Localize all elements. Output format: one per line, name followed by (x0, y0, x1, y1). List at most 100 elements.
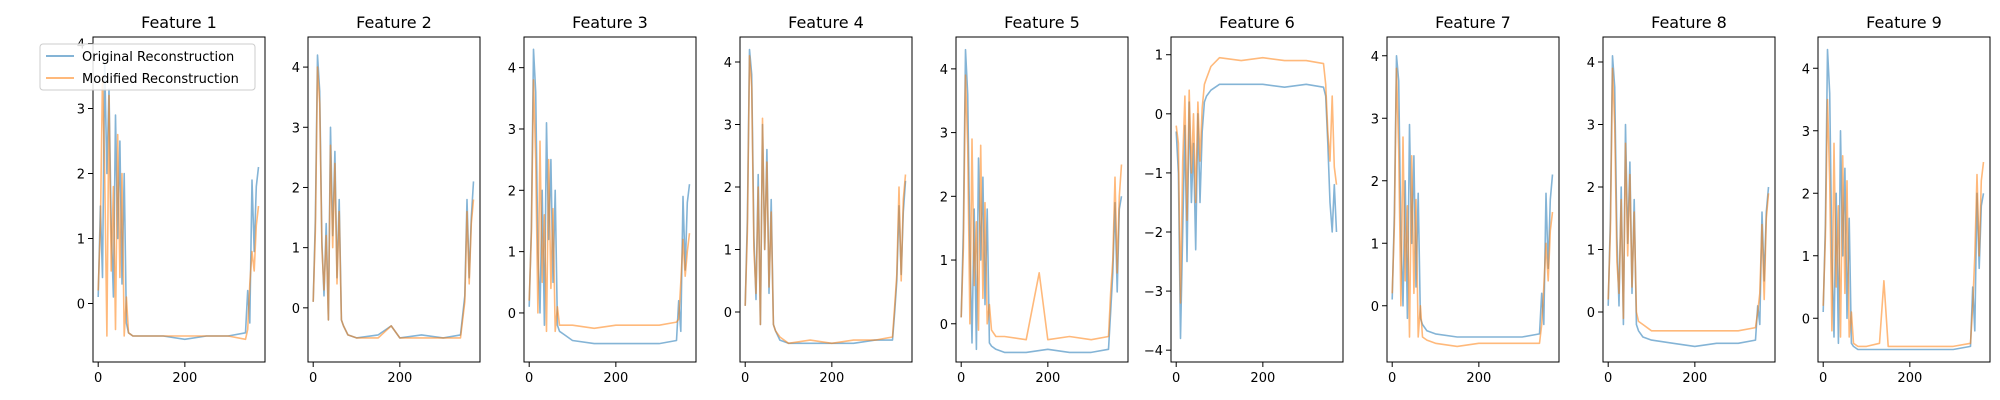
y-tick-label: 1 (724, 244, 732, 259)
y-tick-label: 3 (292, 121, 300, 136)
y-tick-label: 2 (1371, 175, 1379, 190)
y-tick-label: 2 (292, 181, 300, 196)
y-tick-label: 2 (1802, 187, 1810, 202)
panel-title: Feature 9 (1866, 13, 1942, 32)
x-tick-label: 200 (1250, 371, 1275, 386)
y-tick-label: 4 (940, 63, 948, 78)
series-line-modified (1175, 56, 1338, 304)
plot-frame (523, 36, 697, 363)
y-tick-label: 1 (508, 246, 516, 261)
panel-title: Feature 5 (1004, 13, 1080, 32)
y-tick-label: 3 (724, 119, 732, 134)
series-line-original (744, 48, 907, 345)
x-tick-label: 0 (309, 371, 317, 386)
plot-frame (739, 36, 913, 363)
x-tick-label: 200 (1897, 371, 1922, 386)
legend-label-modified: Modified Reconstruction (82, 72, 239, 87)
series-line-modified (1391, 67, 1554, 348)
x-tick-label: 0 (1172, 371, 1180, 386)
plot-frame (307, 36, 481, 363)
panel-2: Feature 2 0 200 0 1 2 3 4 (292, 13, 481, 386)
series-line-original (1391, 54, 1554, 338)
y-tick-label: −2 (1144, 226, 1163, 241)
x-tick-label: 200 (1035, 371, 1060, 386)
series-line-modified (1607, 67, 1770, 332)
y-tick-label: 1 (1587, 244, 1595, 259)
y-tick-label: −1 (1144, 167, 1163, 182)
y-tick-label: 2 (508, 184, 516, 199)
y-tick-label: 2 (940, 190, 948, 205)
x-tick-label: 200 (819, 371, 844, 386)
series-line-modified (528, 79, 691, 333)
series-line-original (1607, 54, 1770, 348)
y-tick-label: 3 (940, 127, 948, 142)
legend: Original Reconstruction Modified Reconst… (39, 43, 256, 91)
y-tick-label: 3 (508, 123, 516, 138)
y-tick-label: 4 (724, 56, 732, 71)
y-tick-label: 1 (940, 254, 948, 269)
legend-label-original: Original Reconstruction (82, 50, 234, 65)
y-tick-label: 1 (1371, 237, 1379, 252)
panel-title: Feature 7 (1435, 13, 1511, 32)
series-line-original (960, 48, 1123, 354)
panel-3: Feature 3 0 200 0 1 2 3 4 (508, 13, 697, 386)
panel-title: Feature 6 (1219, 13, 1295, 32)
y-tick-label: 0 (292, 302, 300, 317)
plot-frame (955, 36, 1129, 363)
panel-4: Feature 4 0 200 0 1 2 3 4 (724, 13, 913, 386)
panel-title: Feature 2 (356, 13, 432, 32)
x-tick-label: 200 (387, 371, 412, 386)
y-tick-label: 4 (1802, 62, 1810, 77)
y-tick-label: 3 (1587, 119, 1595, 134)
x-tick-label: 0 (741, 371, 749, 386)
y-tick-label: 0 (77, 298, 85, 313)
y-tick-label: 0 (508, 307, 516, 322)
series-line-original (1175, 83, 1338, 340)
series-line-modified (744, 54, 907, 345)
series-line-modified (960, 74, 1123, 341)
y-tick-label: 1 (77, 233, 85, 248)
panel-7: Feature 7 0 200 0 1 2 3 4 (1371, 13, 1560, 386)
series-line-modified (312, 66, 475, 339)
panel-6: Feature 6 0 200 −4 −3 −2 −1 0 1 (1144, 13, 1344, 386)
x-tick-label: 0 (525, 371, 533, 386)
series-line-original (312, 54, 475, 339)
y-tick-label: 0 (1802, 312, 1810, 327)
y-tick-label: 4 (1371, 50, 1379, 65)
x-tick-label: 200 (1466, 371, 1491, 386)
x-tick-label: 0 (1604, 371, 1612, 386)
y-tick-label: 4 (292, 61, 300, 76)
y-tick-label: 0 (940, 318, 948, 333)
x-tick-label: 200 (603, 371, 628, 386)
y-tick-label: 0 (1371, 300, 1379, 315)
panel-title: Feature 1 (141, 13, 217, 32)
y-tick-label: 4 (508, 62, 516, 77)
panel-title: Feature 8 (1651, 13, 1727, 32)
plot-frame (1386, 36, 1560, 363)
series-line-modified (97, 75, 260, 341)
y-tick-label: −4 (1144, 344, 1163, 359)
panel-8: Feature 8 0 200 0 1 2 3 4 (1587, 13, 1776, 386)
series-line-original (528, 48, 691, 345)
y-tick-label: 1 (292, 242, 300, 257)
plot-frame (1817, 36, 1991, 363)
y-tick-label: 0 (724, 306, 732, 321)
plot-frame (1170, 36, 1344, 363)
legend-box (39, 43, 256, 91)
y-tick-label: 4 (1587, 56, 1595, 71)
y-tick-label: 0 (1155, 108, 1163, 123)
series-line-modified (1822, 98, 1985, 348)
x-tick-label: 0 (1388, 371, 1396, 386)
x-tick-label: 0 (94, 371, 102, 386)
y-tick-label: 2 (77, 168, 85, 183)
panel-1: Feature 1020001234 (77, 13, 266, 386)
plot-frame (1602, 36, 1776, 363)
y-tick-label: 3 (1802, 125, 1810, 140)
panel-9: Feature 9 0 200 0 1 2 3 4 (1802, 13, 1991, 386)
panel-title: Feature 3 (572, 13, 648, 32)
x-tick-label: 0 (957, 371, 965, 386)
plot-frame (92, 36, 266, 363)
y-tick-label: 1 (1802, 250, 1810, 265)
panels: Feature 1020001234Feature 2020001234Feat… (77, 13, 1991, 386)
y-tick-label: 2 (1587, 181, 1595, 196)
